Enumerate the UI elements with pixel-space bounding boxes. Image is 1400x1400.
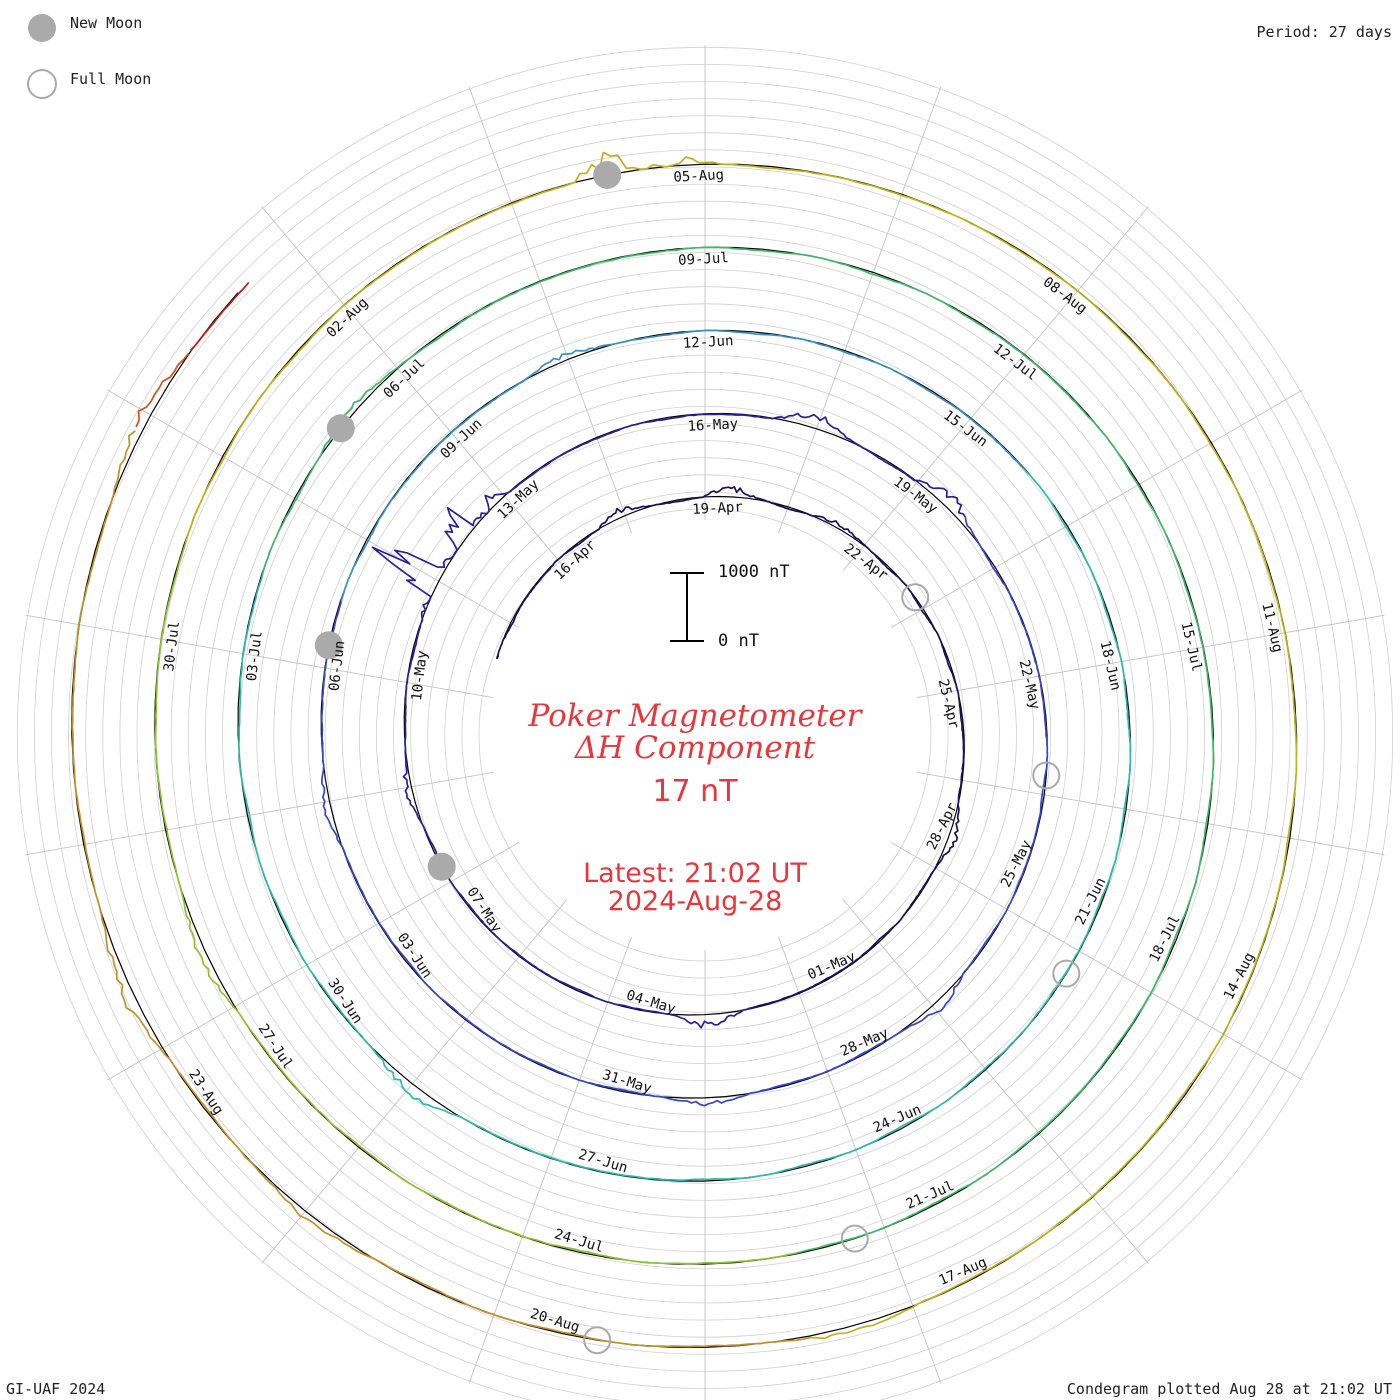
grid-spoke — [261, 899, 568, 1264]
date-label: 15-Jul — [1178, 620, 1205, 673]
new-moon-marker — [593, 161, 622, 189]
date-label: 19-Apr — [692, 499, 743, 518]
date-label: 05-Aug — [673, 167, 724, 186]
grid-spoke — [468, 936, 632, 1384]
date-label: 03-Jun — [394, 930, 435, 981]
data-series-line — [184, 151, 1152, 546]
date-label: 21-Jun — [1072, 875, 1109, 927]
data-series-line — [371, 412, 967, 631]
moon-markers — [314, 161, 1081, 1355]
new-moon-legend-icon — [28, 14, 56, 42]
grid-spoke — [778, 936, 942, 1384]
date-label: 04-May — [624, 987, 677, 1017]
date-label: 12-Jun — [682, 333, 733, 352]
data-series-line — [320, 601, 768, 1107]
data-series-line — [780, 467, 1132, 1173]
credit-text: GI-UAF 2024 — [6, 1380, 106, 1398]
grid-spoke — [842, 899, 1149, 1264]
full-moon-marker — [901, 583, 930, 612]
date-label: 01-May — [805, 949, 858, 984]
full-moon-marker — [1032, 761, 1061, 790]
grid-spoke — [890, 842, 1303, 1081]
spokes — [25, 45, 1385, 1400]
data-series-line — [496, 486, 897, 660]
full-moon-legend-icon — [27, 69, 57, 99]
date-label: 16-May — [687, 416, 738, 435]
new-moon-marker — [427, 852, 456, 881]
data-series-line — [189, 281, 250, 352]
period-text: Period: 27 days — [1256, 23, 1392, 41]
data-series-line — [752, 574, 965, 1009]
grid-spoke — [916, 614, 1385, 699]
scale-top-label: 1000 nT — [718, 562, 790, 582]
new-moon-marker — [314, 631, 343, 660]
grid-spoke — [25, 614, 494, 699]
grid-spoke — [468, 86, 632, 534]
grid-spoke — [842, 206, 1149, 571]
latest-date: 2024-Aug-28 — [607, 886, 783, 917]
data-series-line — [766, 517, 1049, 1091]
data-series-line — [154, 544, 796, 1265]
plotted-timestamp: Condegram plotted Aug 28 at 21:02 UT — [1066, 1380, 1392, 1398]
date-label: 25-May — [998, 838, 1035, 890]
data-series-line — [135, 353, 190, 428]
chart-subtitle: ΔH Component — [574, 730, 816, 766]
grid-spoke — [916, 771, 1385, 856]
date-label: 10-May — [409, 650, 431, 702]
full-moon-marker — [583, 1326, 612, 1355]
data-series-line — [795, 414, 1215, 1255]
grid-spoke — [107, 389, 520, 628]
new-moon-legend-label: New Moon — [70, 14, 143, 32]
date-label: 06-Jun — [326, 640, 348, 692]
data-series-line — [810, 361, 1298, 1340]
data-series-line — [340, 329, 1025, 603]
latest-time: Latest: 21:02 UT — [583, 858, 807, 889]
date-label: 22-May — [1016, 658, 1043, 711]
data-series-line — [106, 430, 136, 517]
full-moon-marker — [1052, 959, 1081, 988]
current-value: 17 nT — [652, 774, 738, 809]
full-moon-legend-label: Full Moon — [70, 70, 152, 88]
date-label: 03-Jul — [244, 630, 266, 682]
legend — [27, 14, 57, 99]
scale-bar — [670, 572, 704, 642]
new-moon-marker — [326, 414, 355, 443]
date-label: 09-Jul — [678, 250, 729, 269]
grid-spoke — [890, 389, 1303, 628]
data-series-line — [237, 573, 782, 1182]
date-label: 30-Jul — [161, 620, 183, 672]
grid-spoke — [25, 771, 494, 856]
date-label: 18-Jul — [1147, 913, 1184, 965]
grid-spoke — [261, 206, 568, 571]
date-label: 14-Aug — [1221, 950, 1258, 1002]
full-moon-marker — [840, 1224, 869, 1253]
grid-spoke — [778, 86, 942, 534]
data-series-line — [71, 515, 811, 1348]
scale-bottom-label: 0 nT — [718, 631, 759, 651]
data-series-line — [402, 630, 753, 1029]
date-label: 30-Jun — [324, 976, 365, 1027]
chart-title: Poker Magnetometer — [528, 698, 862, 734]
